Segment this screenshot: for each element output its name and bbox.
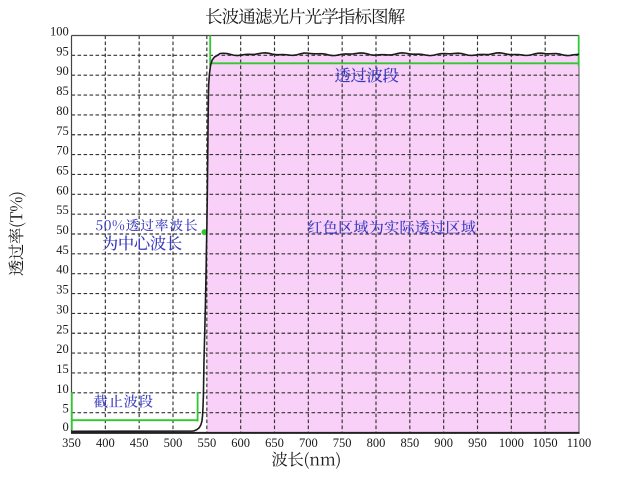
svg-text:95: 95 bbox=[56, 44, 69, 58]
svg-text:900: 900 bbox=[434, 436, 453, 450]
svg-text:65: 65 bbox=[56, 163, 69, 177]
svg-text:75: 75 bbox=[56, 124, 69, 138]
svg-text:80: 80 bbox=[56, 104, 69, 118]
svg-text:30: 30 bbox=[56, 302, 69, 316]
svg-text:350: 350 bbox=[62, 436, 81, 450]
svg-text:1050: 1050 bbox=[533, 436, 558, 450]
svg-text:800: 800 bbox=[367, 436, 386, 450]
svg-text:400: 400 bbox=[96, 436, 115, 450]
svg-text:1100: 1100 bbox=[567, 436, 592, 450]
svg-text:90: 90 bbox=[56, 64, 69, 78]
svg-text:35: 35 bbox=[56, 283, 69, 297]
svg-text:850: 850 bbox=[400, 436, 419, 450]
svg-text:100: 100 bbox=[50, 25, 69, 39]
svg-text:700: 700 bbox=[299, 436, 318, 450]
svg-text:450: 450 bbox=[130, 436, 149, 450]
svg-text:550: 550 bbox=[197, 436, 216, 450]
svg-text:0: 0 bbox=[62, 420, 68, 434]
svg-text:10: 10 bbox=[56, 382, 69, 396]
svg-text:50: 50 bbox=[56, 223, 69, 237]
svg-text:600: 600 bbox=[231, 436, 250, 450]
svg-text:950: 950 bbox=[468, 436, 487, 450]
svg-text:60: 60 bbox=[56, 183, 69, 197]
svg-text:25: 25 bbox=[56, 322, 69, 336]
svg-text:20: 20 bbox=[56, 342, 69, 356]
svg-text:750: 750 bbox=[333, 436, 352, 450]
svg-text:5: 5 bbox=[62, 402, 68, 416]
svg-text:55: 55 bbox=[56, 203, 69, 217]
svg-text:500: 500 bbox=[164, 436, 183, 450]
svg-text:15: 15 bbox=[56, 362, 69, 376]
svg-text:45: 45 bbox=[56, 243, 69, 257]
svg-text:85: 85 bbox=[56, 84, 69, 98]
svg-text:650: 650 bbox=[265, 436, 284, 450]
svg-text:1000: 1000 bbox=[499, 436, 524, 450]
svg-text:70: 70 bbox=[56, 144, 69, 158]
svg-text:40: 40 bbox=[56, 263, 69, 277]
